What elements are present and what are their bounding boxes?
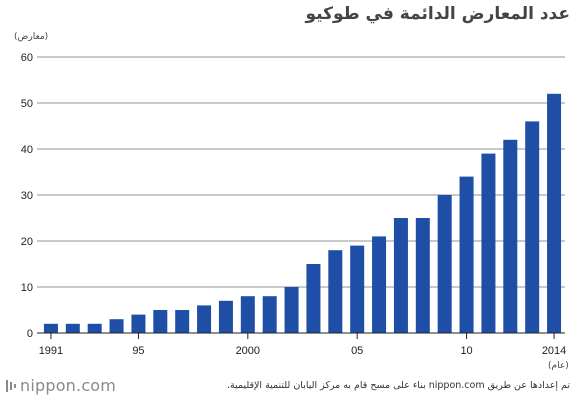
bar <box>393 218 408 333</box>
bar <box>109 319 124 333</box>
y-tick-label: 60 <box>21 52 33 64</box>
bar <box>197 305 212 333</box>
y-tick-label: 40 <box>21 144 33 156</box>
x-axis-unit-label: (عام) <box>548 361 569 371</box>
y-tick-label: 50 <box>21 98 33 110</box>
bar <box>175 310 190 333</box>
y-axis-unit-label: (معارض) <box>14 32 49 42</box>
bar <box>481 153 496 333</box>
y-tick-label: 20 <box>21 236 33 248</box>
bar <box>415 218 430 333</box>
y-tick-label: 10 <box>21 282 33 294</box>
bar <box>218 300 233 333</box>
bar <box>284 287 299 333</box>
nippon-logo: nippon.com <box>6 376 116 395</box>
bar <box>131 314 146 333</box>
bar <box>459 176 474 333</box>
x-tick-label: 2000 <box>236 345 260 357</box>
bar <box>65 323 80 333</box>
bar <box>372 236 387 333</box>
bar <box>87 323 102 333</box>
logo-text: nippon.com <box>20 376 117 395</box>
logo-mark-icon <box>6 377 16 392</box>
x-tick-label: 05 <box>351 345 363 357</box>
bar <box>525 121 540 334</box>
bar <box>306 264 321 333</box>
source-note: تم إعدادها عن طريق nippon.com بناء على م… <box>226 380 570 391</box>
bar <box>437 195 452 333</box>
x-tick-label: 95 <box>132 345 144 357</box>
chart-title: عدد المعارض الدائمة في طوكيو <box>305 4 570 24</box>
bar <box>350 245 365 333</box>
bar <box>503 139 518 333</box>
y-tick-label: 0 <box>27 328 33 340</box>
bar <box>547 93 562 333</box>
x-tick-label: 10 <box>460 345 472 357</box>
x-tick-label: 1991 <box>39 345 63 357</box>
bar <box>43 323 58 333</box>
x-tick-label: 2014 <box>542 345 566 357</box>
bar <box>262 296 277 333</box>
bar <box>240 296 255 333</box>
bar <box>153 310 168 333</box>
bar <box>328 250 343 333</box>
y-tick-label: 30 <box>21 190 33 202</box>
